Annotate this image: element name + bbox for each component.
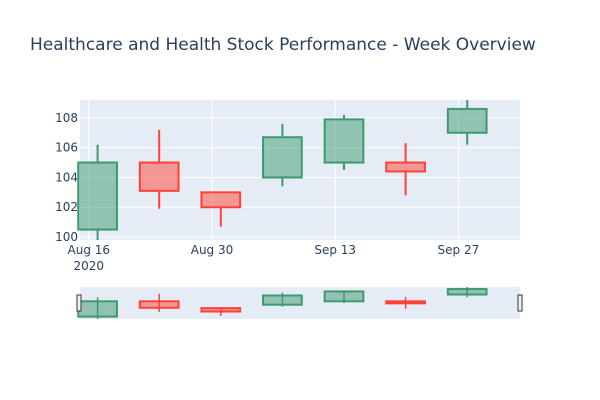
mini-candle: [446, 287, 488, 298]
candle-body: [385, 161, 426, 173]
candle-decreasing[interactable]: [385, 143, 426, 196]
mini-candle: [323, 290, 365, 303]
y-tick-label: 100: [55, 230, 78, 244]
mini-candle-body: [385, 300, 426, 305]
y-tick-label: 104: [55, 170, 78, 184]
y-axis-ticks: 100 102 104 106 108: [55, 111, 78, 244]
range-slider-candles: [77, 287, 488, 319]
y-tick-label: 108: [55, 111, 78, 125]
x-tick-label: Aug 30: [191, 243, 234, 257]
mini-candle: [77, 297, 118, 319]
candles: [77, 100, 488, 240]
mini-candle-body: [262, 294, 303, 306]
x-tick-label: Sep 13: [314, 243, 356, 257]
mini-candle: [200, 307, 242, 316]
candle-increasing[interactable]: [262, 123, 303, 187]
candle-decreasing[interactable]: [138, 129, 180, 209]
x-tick-label: Sep 27: [438, 243, 480, 257]
candle-increasing[interactable]: [77, 144, 118, 240]
candle-body: [138, 161, 180, 192]
mini-candle-body: [200, 307, 242, 313]
candle-body: [262, 136, 303, 179]
candle-body: [77, 161, 118, 231]
mini-candle-body: [138, 300, 180, 309]
candle-body: [200, 191, 242, 209]
y-tick-label: 102: [55, 200, 78, 214]
y-tick-label: 106: [55, 141, 78, 155]
mini-candle: [262, 292, 303, 307]
candle-body: [446, 107, 488, 134]
x-tick-sublabel: 2020: [74, 259, 105, 273]
candle-increasing[interactable]: [323, 114, 365, 170]
x-axis-ticks: Aug 16 2020 Aug 30 Sep 13 Sep 27: [68, 243, 480, 273]
mini-candle-body: [446, 288, 488, 296]
mini-candle: [385, 296, 426, 309]
candle-increasing[interactable]: [446, 100, 488, 145]
candle-body: [323, 118, 365, 164]
mini-candle: [138, 293, 180, 312]
mini-candle-body: [323, 290, 365, 303]
chart-title: Healthcare and Health Stock Performance …: [30, 35, 536, 55]
x-tick-label: Aug 16: [68, 243, 111, 257]
candle-decreasing[interactable]: [200, 191, 242, 227]
range-slider-left-handle[interactable]: [76, 294, 82, 312]
range-slider-right-handle[interactable]: [517, 294, 523, 312]
mini-candle-body: [77, 300, 118, 318]
